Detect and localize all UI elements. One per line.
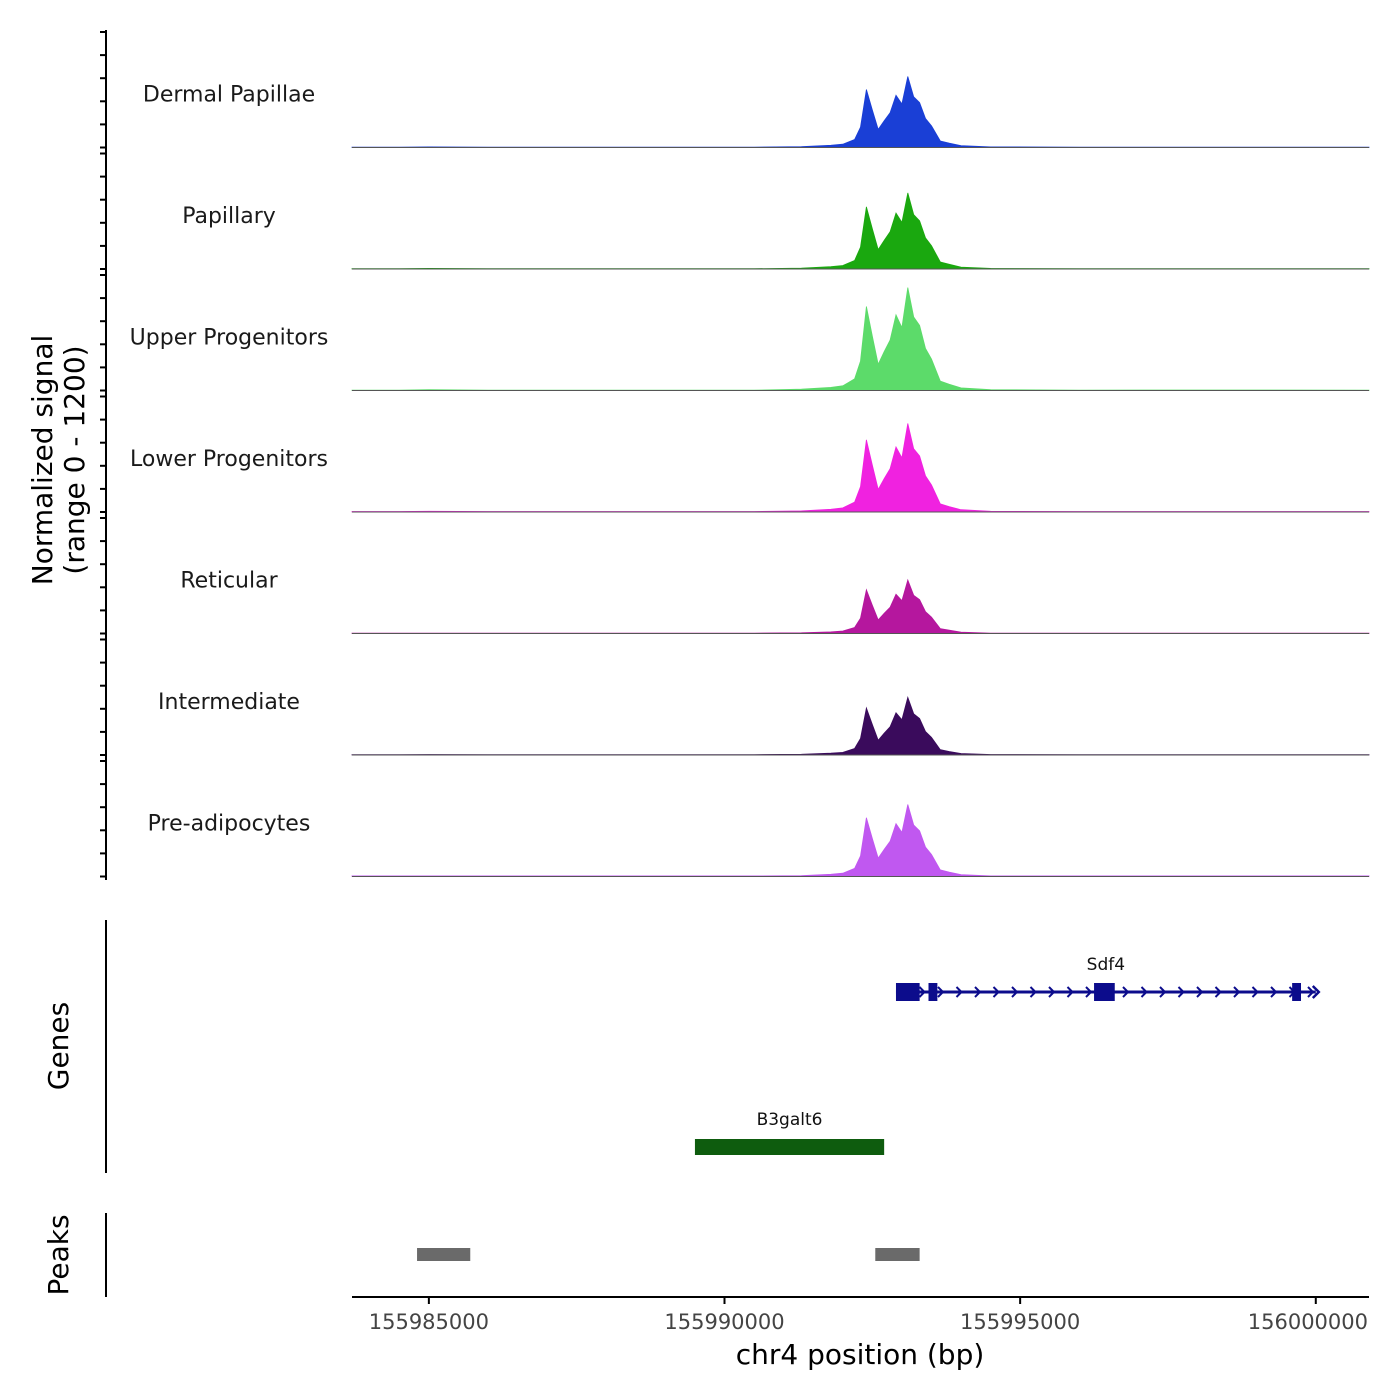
gene-track: Sdf4 B3galt6 — [694, 955, 1321, 1155]
strand-arrow-icon — [1196, 986, 1204, 998]
signal-y-axis — [100, 30, 107, 880]
signal-track-2: Upper Progenitors — [130, 287, 1370, 391]
strand-arrow-icon — [955, 986, 963, 998]
peak-region — [875, 1248, 920, 1261]
gene-label: Sdf4 — [1087, 955, 1125, 975]
strand-arrow-icon — [1311, 985, 1321, 999]
gene-exon — [1094, 983, 1115, 1001]
strand-arrow-icon — [1011, 986, 1019, 998]
track-label-4: Reticular — [180, 569, 278, 594]
strand-arrow-icon — [1066, 986, 1074, 998]
strand-arrow-icon — [1177, 986, 1185, 998]
signal-area-0 — [351, 76, 1370, 148]
strand-arrow-icon — [974, 986, 982, 998]
strand-arrow-icon — [1270, 986, 1278, 998]
strand-arrow-icon — [1140, 986, 1148, 998]
gene-b3galt6: B3galt6 — [694, 1110, 885, 1155]
signal-track-3: Lower Progenitors — [130, 423, 1370, 513]
strand-arrow-icon — [1251, 986, 1259, 998]
signal-track-1: Papillary — [182, 192, 1370, 270]
x-axis-title: chr4 position (bp) — [736, 1338, 985, 1371]
y-axis-range: (range 0 - 1200) — [58, 345, 91, 574]
strand-arrow-icon — [992, 986, 1000, 998]
genes-track-label: Genes — [42, 1002, 75, 1090]
peak-region — [417, 1248, 471, 1261]
track-label-3: Lower Progenitors — [130, 447, 328, 472]
x-tick-label: 155985000 — [369, 1310, 489, 1334]
strand-arrow-icon — [1233, 986, 1241, 998]
gene-label: B3galt6 — [757, 1110, 823, 1130]
gene-body — [694, 1139, 885, 1155]
track-label-6: Pre-adipocytes — [148, 812, 311, 837]
strand-arrow-icon — [1029, 986, 1037, 998]
signal-track-6: Pre-adipocytes — [148, 804, 1370, 877]
x-tick-label: 156000000 — [1248, 1310, 1368, 1334]
signal-area-6 — [351, 804, 1370, 877]
strand-arrow-icon — [1085, 986, 1093, 998]
signal-tracks: Dermal Papillae Papillary Upper Progenitor… — [130, 76, 1370, 877]
strand-arrow-icon — [1122, 986, 1130, 998]
signal-area-2 — [351, 287, 1370, 391]
signal-track-5: Intermediate — [158, 690, 1370, 756]
track-label-1: Papillary — [182, 204, 276, 229]
gene-exon — [1292, 983, 1302, 1001]
signal-axis-ticks — [100, 31, 106, 878]
track-label-0: Dermal Papillae — [143, 83, 315, 108]
peaks-track-label: Peaks — [42, 1214, 75, 1295]
x-tick-label: 155995000 — [960, 1310, 1080, 1334]
signal-area-3 — [351, 423, 1370, 513]
strand-arrow-icon — [1048, 986, 1056, 998]
y-axis-title: Normalized signal — [26, 335, 59, 586]
track-label-5: Intermediate — [158, 690, 300, 715]
signal-area-4 — [351, 578, 1370, 634]
strand-arrow-icon — [937, 986, 945, 998]
strand-arrow-icon — [1214, 986, 1222, 998]
gene-exon — [928, 983, 938, 1001]
signal-area-1 — [351, 192, 1370, 270]
strand-arrow-icon — [1159, 986, 1167, 998]
gene-exon — [895, 983, 920, 1001]
signal-track-4: Reticular — [180, 569, 1370, 634]
track-label-2: Upper Progenitors — [130, 326, 329, 351]
signal-track-0: Dermal Papillae — [143, 76, 1370, 148]
strand-arrow-icon — [1307, 986, 1315, 998]
gene-sdf4: Sdf4 — [895, 955, 1321, 1001]
signal-area-5 — [351, 696, 1370, 756]
x-axis-ticks: 155985000 155990000 155995000 156000000 — [369, 1297, 1368, 1334]
peak-track — [417, 1248, 920, 1261]
x-tick-label: 155990000 — [664, 1310, 784, 1334]
strand-arrow-icon — [918, 986, 926, 998]
